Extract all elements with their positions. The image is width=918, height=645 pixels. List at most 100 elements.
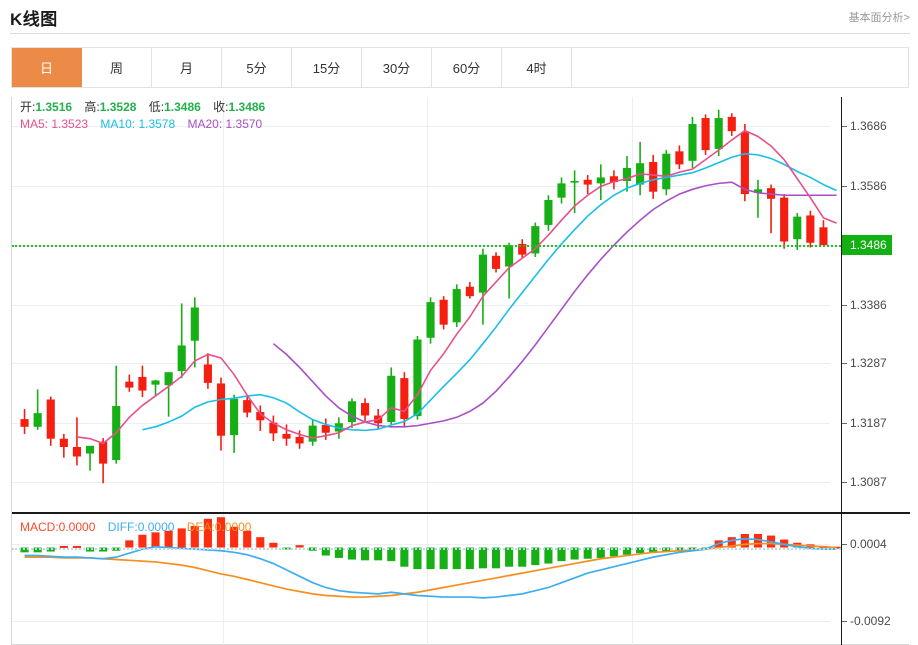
- axis-tick: [841, 482, 847, 484]
- candle-body: [426, 302, 435, 338]
- macd-histogram-bar: [518, 547, 527, 567]
- candle-body: [780, 197, 789, 242]
- price-axis-label: 1.3287: [850, 356, 887, 371]
- chart-frame[interactable]: 1.3686 1.3586 1.3486 1.3386 1.3287 1.3187 1.30…: [11, 97, 910, 645]
- tab-15min[interactable]: 15分: [292, 48, 362, 87]
- page-header: K线图 基本面分析>: [0, 0, 918, 33]
- candle-body: [727, 116, 736, 132]
- candle-body: [151, 380, 160, 385]
- candle-body: [72, 446, 81, 457]
- price-axis-label: 1.3087: [850, 475, 887, 490]
- candle-body: [518, 243, 527, 255]
- tab-4hour[interactable]: 4时: [502, 48, 572, 87]
- price-pane[interactable]: 1.3686 1.3586 1.3486 1.3386 1.3287 1.3187 1.30…: [12, 97, 910, 512]
- axis-tick: [841, 185, 847, 187]
- macd-histogram-bar: [649, 547, 658, 553]
- macd-histogram-bar: [295, 545, 304, 548]
- candle-body: [531, 226, 540, 254]
- tab-60min[interactable]: 60分: [432, 48, 502, 87]
- dea-label: DEA:: [186, 520, 215, 534]
- tab-month[interactable]: 月: [152, 48, 222, 87]
- candle-body: [216, 383, 226, 436]
- axis-separator: [841, 97, 842, 645]
- ma20-line: [272, 181, 837, 428]
- candle-body: [596, 177, 605, 184]
- gridline-vertical: [427, 514, 428, 645]
- candle-body: [85, 445, 95, 454]
- macd-histogram-bar: [636, 547, 645, 554]
- candle-body: [203, 364, 212, 383]
- candle-body: [177, 345, 186, 371]
- candle-body: [714, 118, 723, 149]
- macd-histogram-bar: [583, 547, 592, 559]
- high-value: 1.3528: [99, 100, 137, 114]
- diff-value: 0.0000: [137, 520, 175, 534]
- candle-body: [649, 162, 658, 192]
- macd-axis-label: -0.0092: [850, 614, 891, 629]
- candle-body: [308, 425, 317, 442]
- close-value: 1.3486: [228, 100, 266, 114]
- tabbar-filler: [572, 48, 908, 87]
- candle-body: [793, 216, 802, 240]
- ma5-label: MA5:: [20, 117, 49, 131]
- gridline-horizontal: [12, 126, 830, 128]
- macd-histogram-bar: [753, 533, 763, 548]
- candle-body: [491, 255, 501, 269]
- macd-histogram-bar: [505, 547, 514, 567]
- candle-body: [478, 254, 487, 293]
- macd-histogram-bar: [203, 518, 212, 548]
- macd-histogram-bar: [570, 547, 579, 560]
- macd-histogram-bar: [465, 547, 474, 570]
- ma5-value: 1.3523: [51, 117, 89, 131]
- tab-30min[interactable]: 30分: [362, 48, 432, 87]
- candle-body: [230, 398, 239, 436]
- candle-body: [701, 118, 710, 151]
- candle-body: [465, 286, 474, 297]
- candle-body: [740, 132, 749, 195]
- candle-body: [452, 289, 461, 323]
- candle-body: [282, 433, 291, 439]
- macd-histogram-bar: [20, 547, 29, 553]
- tab-day[interactable]: 日: [12, 48, 82, 87]
- fundamental-analysis-link[interactable]: 基本面分析>: [848, 12, 910, 24]
- macd-histogram-bar: [400, 547, 409, 567]
- price-axis-label: 1.3386: [850, 297, 887, 312]
- candle-body: [688, 124, 697, 161]
- macd-pane[interactable]: 0.0004 -0.0092 MACD:0.0000 DIFF:0.0000 DE…: [12, 512, 910, 645]
- candle-body: [583, 179, 592, 185]
- macd-histogram-bar: [334, 547, 343, 558]
- axis-tick: [841, 126, 847, 128]
- candle-body: [439, 299, 448, 325]
- header-divider: [10, 33, 910, 34]
- tab-week[interactable]: 周: [82, 48, 152, 87]
- gridline-horizontal: [12, 482, 830, 484]
- axis-tick: [841, 363, 847, 365]
- gridline-horizontal: [12, 621, 830, 623]
- macd-histogram-bar: [413, 547, 422, 570]
- macd-histogram-bar: [216, 517, 226, 548]
- macd-histogram-bar: [256, 537, 265, 548]
- axis-tick: [841, 621, 847, 623]
- ma10-label: MA10:: [100, 117, 136, 131]
- candle-body: [806, 215, 815, 243]
- candle-body: [570, 181, 579, 183]
- open-label: 开:: [20, 100, 36, 114]
- macd-histogram-bar: [478, 547, 487, 569]
- macd-histogram-bar: [164, 530, 173, 548]
- ma10-value: 1.3578: [138, 117, 176, 131]
- gridline-horizontal: [12, 185, 830, 187]
- candle-body: [361, 403, 370, 416]
- candle-body: [622, 167, 632, 182]
- macd-legend: MACD:0.0000 DIFF:0.0000 DEA:0.0000: [20, 520, 260, 534]
- candle-body: [505, 245, 514, 267]
- macd-label: MACD:: [20, 520, 59, 534]
- gridline-vertical: [632, 514, 633, 645]
- macd-histogram-bar: [59, 545, 68, 548]
- price-legend: 开:1.3516 高:1.3528 低:1.3486 收:1.3486 MA5:…: [20, 99, 274, 133]
- macd-histogram-bar: [557, 547, 566, 562]
- price-axis-label: 1.3586: [850, 178, 887, 193]
- tab-5min[interactable]: 5分: [222, 48, 292, 87]
- candle-body: [256, 411, 265, 421]
- candle-body: [675, 151, 684, 165]
- macd-histogram-bar: [269, 542, 278, 548]
